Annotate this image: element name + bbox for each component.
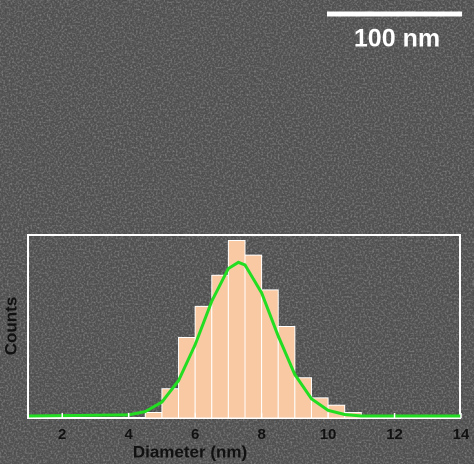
fit-curve — [28, 260, 461, 418]
bar — [294, 377, 312, 419]
x-tick-label: 2 — [58, 426, 66, 443]
x-tick-label: 8 — [257, 426, 265, 443]
bar — [261, 289, 279, 419]
x-axis-label: Diameter (nm) — [133, 442, 247, 461]
scale-bar-label: 100 nm — [354, 25, 440, 53]
x-tick-label: 6 — [191, 426, 199, 443]
x-tick-label: 10 — [320, 426, 337, 443]
x-tick-label: 12 — [386, 426, 403, 443]
bar — [144, 412, 163, 419]
x-tick-label: 4 — [125, 426, 134, 443]
x-tick-label: 14 — [453, 426, 470, 443]
y-axis-label: Counts — [1, 297, 20, 356]
